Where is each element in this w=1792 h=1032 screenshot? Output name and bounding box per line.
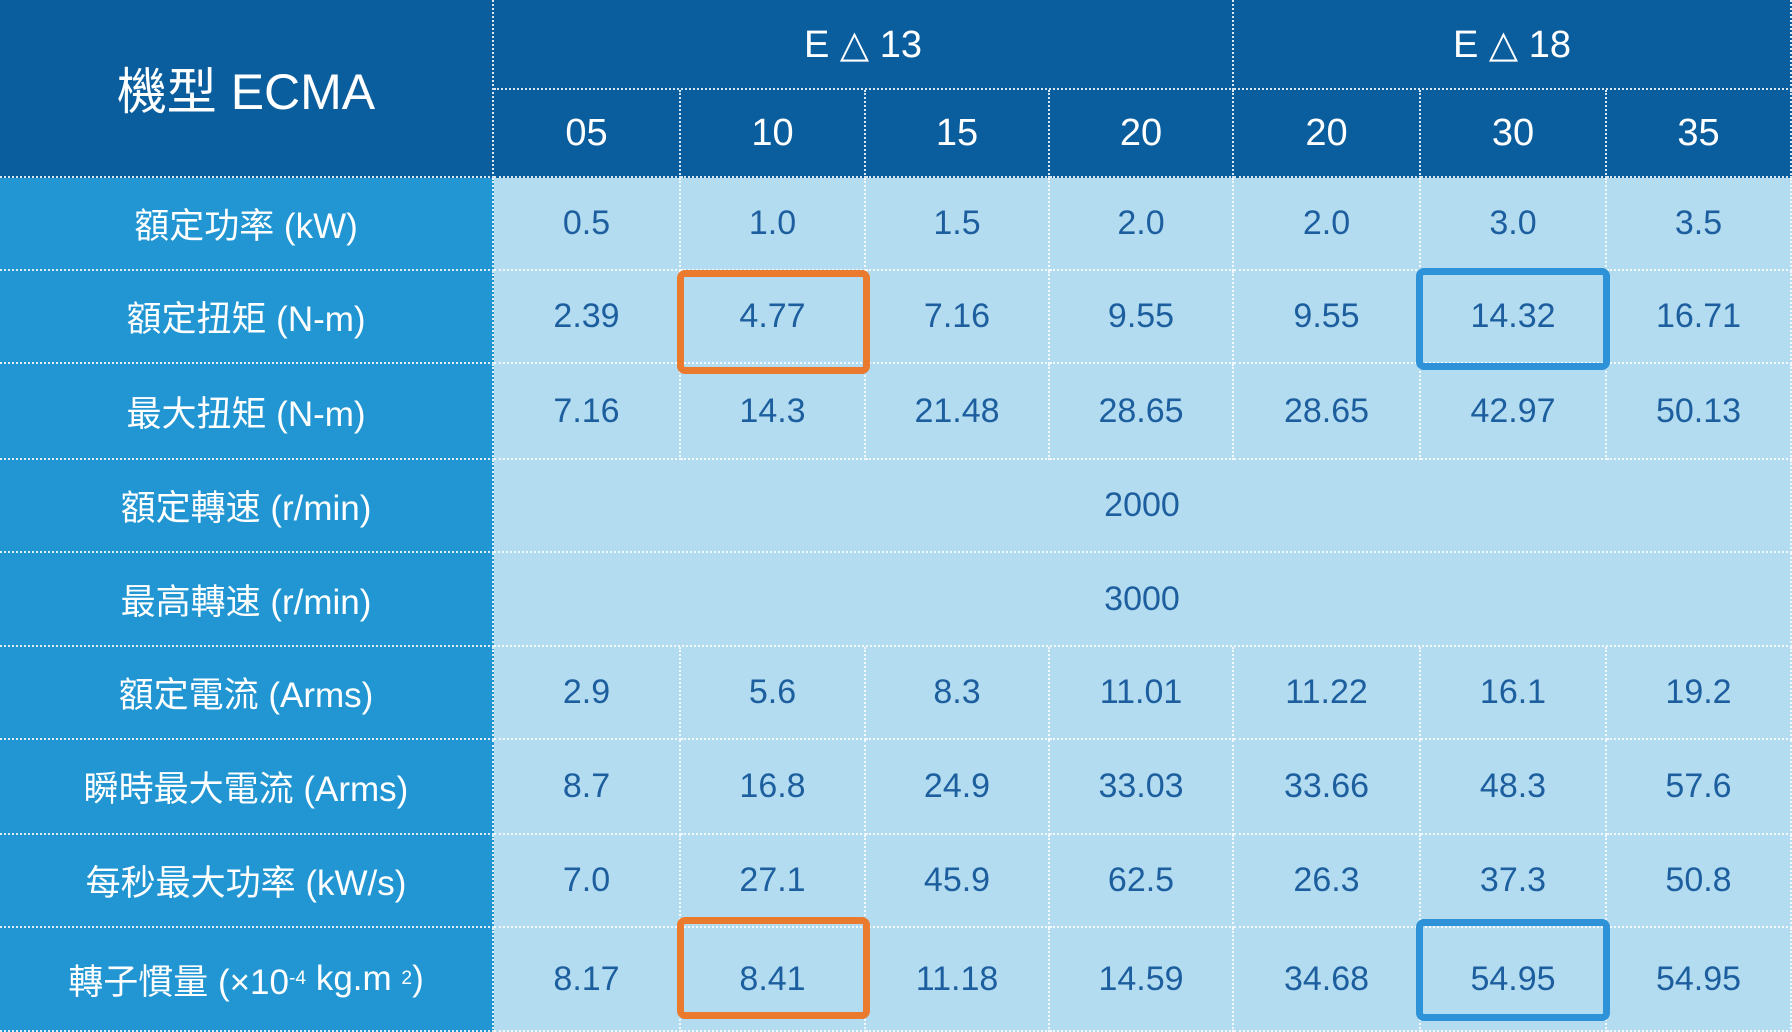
group-header: E △ 18 xyxy=(1234,0,1792,90)
value-cell: 2.0 xyxy=(1050,178,1234,271)
row-label: 每秒最大功率 (kW/s) xyxy=(0,835,494,928)
value-cell: 0.5 xyxy=(494,178,681,271)
label-part: 最高轉速 (r/min) xyxy=(120,582,372,622)
model-header: 05 xyxy=(494,90,681,178)
value-cell: 9.55 xyxy=(1050,271,1234,364)
label-part: 額定功率 (kW) xyxy=(134,207,358,246)
merged-value-cell: 2000 xyxy=(494,460,1792,553)
value-cell: 1.0 xyxy=(681,178,866,271)
value-cell: 5.6 xyxy=(681,647,866,740)
highlight-orange xyxy=(677,917,870,1019)
value-cell: 28.65 xyxy=(1050,364,1234,460)
value-cell: 48.3 xyxy=(1421,740,1607,835)
value-cell: 50.13 xyxy=(1607,364,1792,460)
value-cell: 28.65 xyxy=(1234,364,1421,460)
model-header: 20 xyxy=(1234,90,1421,178)
value-cell: 2.9 xyxy=(494,647,681,740)
value-cell: 3.5 xyxy=(1607,178,1792,271)
value-cell: 11.22 xyxy=(1234,647,1421,740)
value-cell: 42.97 xyxy=(1421,364,1607,460)
value-cell: 14.59 xyxy=(1050,928,1234,1032)
value-cell: 27.1 xyxy=(681,835,866,928)
value-cell: 24.9 xyxy=(866,740,1050,835)
table-title: 機型 ECMA xyxy=(0,0,494,178)
value-cell: 1.5 xyxy=(866,178,1050,271)
group-header: E △ 13 xyxy=(494,0,1234,90)
value-cell: 8.7 xyxy=(494,740,681,835)
row-label: 最高轉速 (r/min) xyxy=(0,553,494,647)
model-header: 10 xyxy=(681,90,866,178)
value-cell: 4.77 xyxy=(681,271,866,364)
label-part: 轉子慣量 (×10 xyxy=(68,962,289,1002)
highlight-orange xyxy=(677,270,870,374)
label-part: 最大扭矩 (N-m) xyxy=(126,394,366,434)
label-part: kg.m xyxy=(306,959,402,998)
value-cell: 33.66 xyxy=(1234,740,1421,835)
value-cell: 33.03 xyxy=(1050,740,1234,835)
value-cell: 26.3 xyxy=(1234,835,1421,928)
value-cell: 37.3 xyxy=(1421,835,1607,928)
label-part: 2 xyxy=(401,968,413,989)
value-cell: 2.39 xyxy=(494,271,681,364)
value-cell: 21.48 xyxy=(866,364,1050,460)
value-cell: 14.3 xyxy=(681,364,866,460)
value-cell: 8.3 xyxy=(866,647,1050,740)
value-cell: 34.68 xyxy=(1234,928,1421,1032)
row-label: 額定扭矩 (N-m) xyxy=(0,271,494,364)
row-label: 額定轉速 (r/min) xyxy=(0,460,494,553)
value-cell: 16.1 xyxy=(1421,647,1607,740)
highlight-blue xyxy=(1416,919,1610,1021)
value-cell: 45.9 xyxy=(866,835,1050,928)
value-cell: 16.8 xyxy=(681,740,866,835)
value-cell: 8.17 xyxy=(494,928,681,1032)
model-header: 35 xyxy=(1607,90,1792,178)
row-label: 額定功率 (kW) xyxy=(0,178,494,271)
value-cell: 57.6 xyxy=(1607,740,1792,835)
value-cell: 19.2 xyxy=(1607,647,1792,740)
value-cell: 62.5 xyxy=(1050,835,1234,928)
value-cell: 7.0 xyxy=(494,835,681,928)
label-part: 額定轉速 (r/min) xyxy=(120,489,372,528)
highlight-blue xyxy=(1416,268,1610,370)
model-header: 15 xyxy=(866,90,1050,178)
value-cell: 3.0 xyxy=(1421,178,1607,271)
label-part: 額定扭矩 (N-m) xyxy=(126,300,366,339)
value-cell: 11.18 xyxy=(866,928,1050,1032)
label-part: -4 xyxy=(288,968,307,989)
row-label: 最大扭矩 (N-m) xyxy=(0,364,494,460)
label-part: ) xyxy=(412,959,424,998)
label-part: 瞬時最大電流 (Arms) xyxy=(83,770,409,809)
label-part: 每秒最大功率 (kW/s) xyxy=(85,864,407,903)
merged-value-cell: 3000 xyxy=(494,553,1792,647)
value-cell: 9.55 xyxy=(1234,271,1421,364)
model-header: 30 xyxy=(1421,90,1607,178)
row-label: 額定電流 (Arms) xyxy=(0,647,494,740)
value-cell: 7.16 xyxy=(494,364,681,460)
row-label: 瞬時最大電流 (Arms) xyxy=(0,740,494,835)
value-cell: 16.71 xyxy=(1607,271,1792,364)
value-cell: 50.8 xyxy=(1607,835,1792,928)
value-cell: 7.16 xyxy=(866,271,1050,364)
value-cell: 11.01 xyxy=(1050,647,1234,740)
value-cell: 2.0 xyxy=(1234,178,1421,271)
row-label: 轉子慣量 (×10 -4 kg.m 2) xyxy=(0,928,494,1032)
label-part: 額定電流 (Arms) xyxy=(118,676,374,715)
model-header: 20 xyxy=(1050,90,1234,178)
value-cell: 54.95 xyxy=(1607,928,1792,1032)
